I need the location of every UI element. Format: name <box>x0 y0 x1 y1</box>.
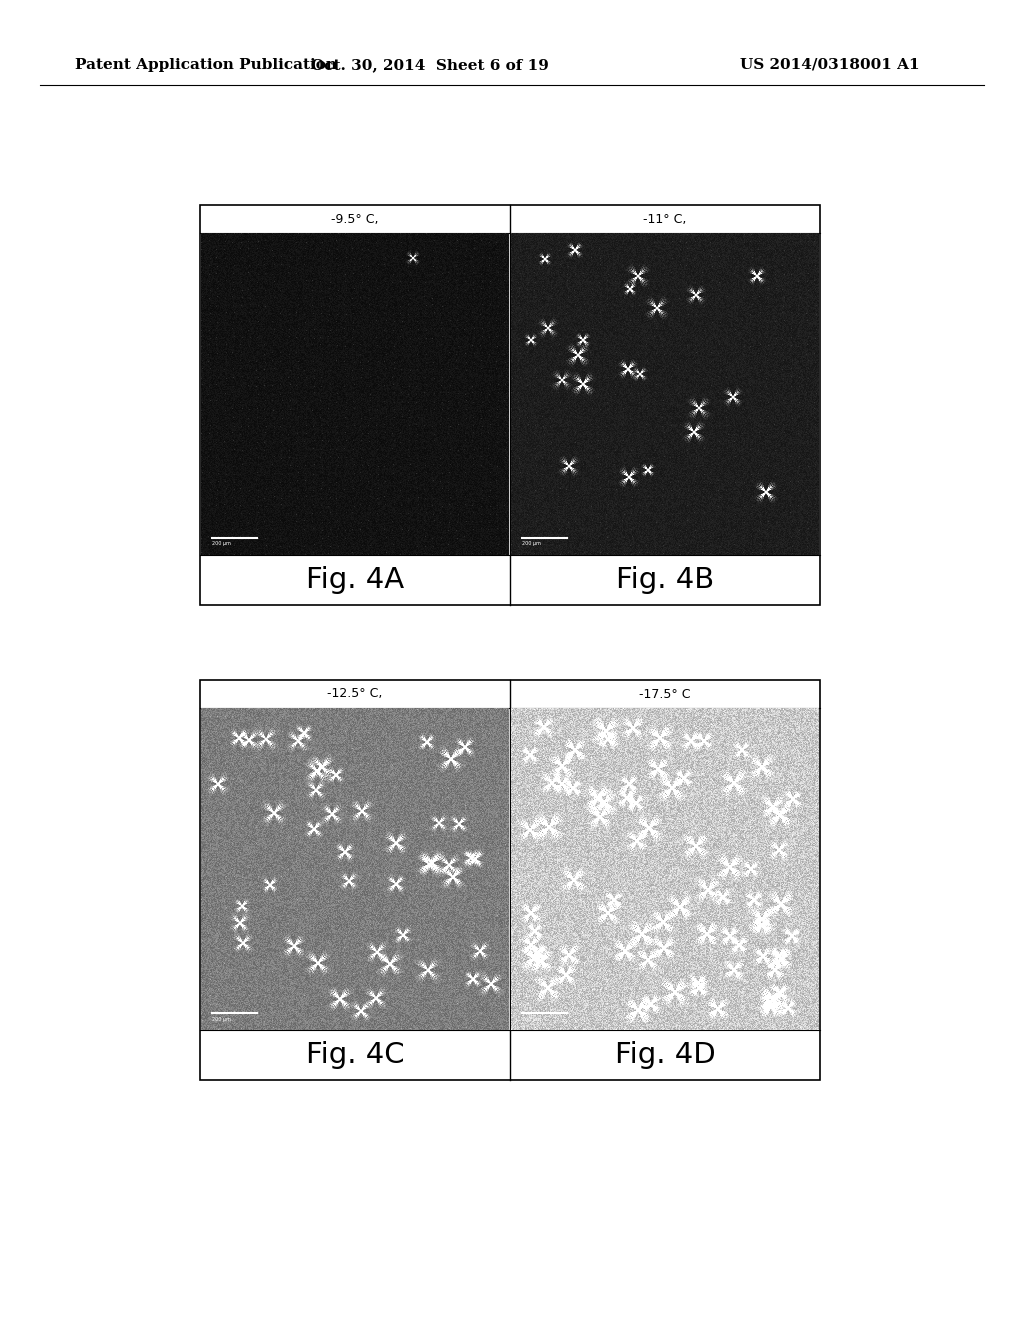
Text: -11° C,: -11° C, <box>643 213 687 226</box>
Text: Patent Application Publication: Patent Application Publication <box>75 58 337 73</box>
Text: -9.5° C,: -9.5° C, <box>331 213 379 226</box>
Text: Fig. 4A: Fig. 4A <box>306 566 404 594</box>
Text: -17.5° C: -17.5° C <box>639 688 691 701</box>
Bar <box>200 205 820 605</box>
Text: Oct. 30, 2014  Sheet 6 of 19: Oct. 30, 2014 Sheet 6 of 19 <box>311 58 549 73</box>
Text: Fig. 4D: Fig. 4D <box>614 1041 716 1069</box>
Text: 200 μm: 200 μm <box>212 541 230 546</box>
Text: Fig. 4B: Fig. 4B <box>615 566 714 594</box>
Text: 200 μm: 200 μm <box>521 1016 541 1022</box>
Text: -12.5° C,: -12.5° C, <box>328 688 383 701</box>
Bar <box>200 680 820 1080</box>
Text: 200 μm: 200 μm <box>212 1016 230 1022</box>
Text: 200 μm: 200 μm <box>521 541 541 546</box>
Text: Fig. 4C: Fig. 4C <box>306 1041 404 1069</box>
Text: US 2014/0318001 A1: US 2014/0318001 A1 <box>740 58 920 73</box>
